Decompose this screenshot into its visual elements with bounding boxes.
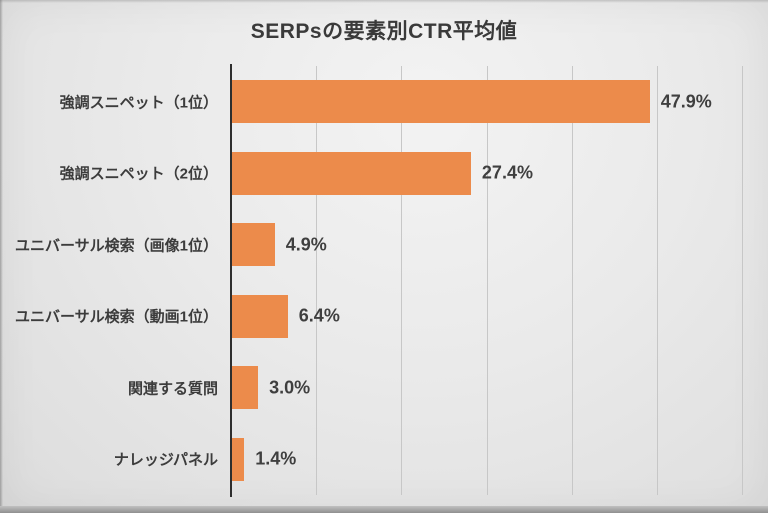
bar <box>232 151 471 195</box>
bar <box>232 366 259 410</box>
category-label: 強調スニペット（2位） <box>59 165 218 183</box>
category-label: ナレッジパネル <box>113 451 218 469</box>
bar <box>232 437 245 481</box>
value-label: 3.0% <box>269 377 311 398</box>
value-label: 27.4% <box>481 162 533 183</box>
bar <box>232 294 288 338</box>
bar <box>232 80 650 124</box>
gridline <box>571 66 573 495</box>
slide-top-edge-shading <box>0 0 768 3</box>
category-label: ユニバーサル検索（動画1位） <box>14 308 218 326</box>
gridline <box>486 66 488 495</box>
gridline <box>657 66 658 495</box>
chart-title: SERPsの要素別CTR平均値 <box>250 20 518 43</box>
value-label: 47.9% <box>660 91 712 112</box>
y-axis-line <box>230 64 232 497</box>
value-label: 6.4% <box>298 305 340 326</box>
gridline <box>742 66 744 495</box>
gridline <box>316 66 318 495</box>
plot-area: 47.9% 27.4% 4.9% 6.4% 3.0% 1.4% <box>230 64 768 497</box>
gridline <box>401 66 403 495</box>
category-label: 関連する質問 <box>127 380 218 398</box>
value-label: 1.4% <box>255 448 297 469</box>
value-label: 4.9% <box>285 234 327 255</box>
category-label: ユニバーサル検索（画像1位） <box>14 237 218 255</box>
bar <box>232 223 275 267</box>
category-label: 強調スニペット（1位） <box>59 94 218 112</box>
slide-left-edge-shading <box>0 0 3 513</box>
slide-bottom-edge-shading <box>0 506 768 513</box>
